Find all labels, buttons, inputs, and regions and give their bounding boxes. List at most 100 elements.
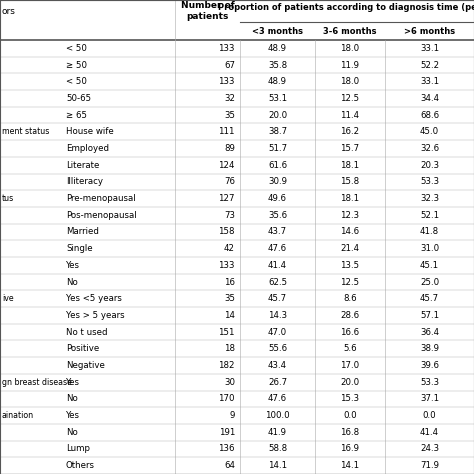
Text: ≥ 50: ≥ 50 [66, 61, 87, 70]
Text: 158: 158 [219, 228, 235, 237]
Text: 47.0: 47.0 [268, 328, 287, 337]
Text: 16.6: 16.6 [340, 328, 360, 337]
Text: 182: 182 [219, 361, 235, 370]
Text: Negative: Negative [66, 361, 105, 370]
Text: 43.4: 43.4 [268, 361, 287, 370]
Text: 62.5: 62.5 [268, 278, 287, 287]
Text: 15.8: 15.8 [340, 177, 360, 186]
Text: 49.6: 49.6 [268, 194, 287, 203]
Text: Yes: Yes [66, 411, 80, 420]
Text: Pos-menopausal: Pos-menopausal [66, 211, 137, 220]
Text: 71.9: 71.9 [420, 461, 439, 470]
Text: aination: aination [2, 411, 34, 420]
Text: 14.1: 14.1 [268, 461, 287, 470]
Text: 53.3: 53.3 [420, 378, 439, 387]
Text: 133: 133 [219, 44, 235, 53]
Text: 30: 30 [224, 378, 235, 387]
Text: 0.0: 0.0 [343, 411, 357, 420]
Text: 12.3: 12.3 [340, 211, 360, 220]
Text: 73: 73 [224, 211, 235, 220]
Text: 18.0: 18.0 [340, 44, 360, 53]
Text: 39.6: 39.6 [420, 361, 439, 370]
Text: Illiteracy: Illiteracy [66, 177, 103, 186]
Text: Literate: Literate [66, 161, 100, 170]
Text: 151: 151 [219, 328, 235, 337]
Text: 0.0: 0.0 [423, 411, 436, 420]
Text: 15.7: 15.7 [340, 144, 360, 153]
Text: Married: Married [66, 228, 99, 237]
Text: 51.7: 51.7 [268, 144, 287, 153]
Text: Yes: Yes [66, 261, 80, 270]
Text: 53.3: 53.3 [420, 177, 439, 186]
Text: 16.9: 16.9 [340, 445, 359, 454]
Text: 41.4: 41.4 [268, 261, 287, 270]
Text: <3 months: <3 months [252, 27, 303, 36]
Text: 17.0: 17.0 [340, 361, 360, 370]
Text: No: No [66, 428, 78, 437]
Text: 21.4: 21.4 [340, 244, 360, 253]
Text: 43.7: 43.7 [268, 228, 287, 237]
Text: 42: 42 [224, 244, 235, 253]
Text: Yes: Yes [66, 378, 80, 387]
Text: ment status: ment status [2, 128, 49, 137]
Text: 170: 170 [219, 394, 235, 403]
Text: gn breast disease: gn breast disease [2, 378, 72, 387]
Text: 52.2: 52.2 [420, 61, 439, 70]
Text: Single: Single [66, 244, 92, 253]
Text: 45.7: 45.7 [268, 294, 287, 303]
Text: Others: Others [66, 461, 95, 470]
Text: 76: 76 [224, 177, 235, 186]
Text: 14.6: 14.6 [340, 228, 360, 237]
Text: No t used: No t used [66, 328, 108, 337]
Text: 64: 64 [224, 461, 235, 470]
Text: 33.1: 33.1 [420, 44, 439, 53]
Text: 25.0: 25.0 [420, 278, 439, 287]
Text: 18.1: 18.1 [340, 194, 360, 203]
Text: 55.6: 55.6 [268, 344, 287, 353]
Text: 12.5: 12.5 [340, 278, 360, 287]
Text: 35: 35 [224, 294, 235, 303]
Text: 32: 32 [224, 94, 235, 103]
Text: 124: 124 [219, 161, 235, 170]
Text: 14: 14 [224, 311, 235, 320]
Text: 45.7: 45.7 [420, 294, 439, 303]
Text: 18: 18 [224, 344, 235, 353]
Text: 33.1: 33.1 [420, 77, 439, 86]
Text: 48.9: 48.9 [268, 44, 287, 53]
Text: 41.8: 41.8 [420, 228, 439, 237]
Text: 133: 133 [219, 261, 235, 270]
Text: 133: 133 [219, 77, 235, 86]
Text: 57.1: 57.1 [420, 311, 439, 320]
Text: 136: 136 [219, 445, 235, 454]
Text: 41.9: 41.9 [268, 428, 287, 437]
Text: 3-6 months: 3-6 months [323, 27, 377, 36]
Text: 9: 9 [229, 411, 235, 420]
Text: Employed: Employed [66, 144, 109, 153]
Text: 16: 16 [224, 278, 235, 287]
Text: 34.4: 34.4 [420, 94, 439, 103]
Text: ≥ 65: ≥ 65 [66, 110, 87, 119]
Text: tus: tus [2, 194, 14, 203]
Text: 38.9: 38.9 [420, 344, 439, 353]
Text: 48.9: 48.9 [268, 77, 287, 86]
Text: 35: 35 [224, 110, 235, 119]
Text: 191: 191 [219, 428, 235, 437]
Text: 52.1: 52.1 [420, 211, 439, 220]
Text: 20.0: 20.0 [340, 378, 360, 387]
Text: 45.1: 45.1 [420, 261, 439, 270]
Text: ive: ive [2, 294, 14, 303]
Text: 47.6: 47.6 [268, 394, 287, 403]
Text: Lump: Lump [66, 445, 90, 454]
Text: ors: ors [2, 7, 16, 16]
Text: < 50: < 50 [66, 44, 87, 53]
Text: 47.6: 47.6 [268, 244, 287, 253]
Text: 35.8: 35.8 [268, 61, 287, 70]
Text: 12.5: 12.5 [340, 94, 360, 103]
Text: 31.0: 31.0 [420, 244, 439, 253]
Text: 41.4: 41.4 [420, 428, 439, 437]
Text: Proportion of patients according to diagnosis time (perce-: Proportion of patients according to diag… [218, 3, 474, 12]
Text: Pre-menopausal: Pre-menopausal [66, 194, 136, 203]
Text: 15.3: 15.3 [340, 394, 360, 403]
Text: 24.3: 24.3 [420, 445, 439, 454]
Text: 26.7: 26.7 [268, 378, 287, 387]
